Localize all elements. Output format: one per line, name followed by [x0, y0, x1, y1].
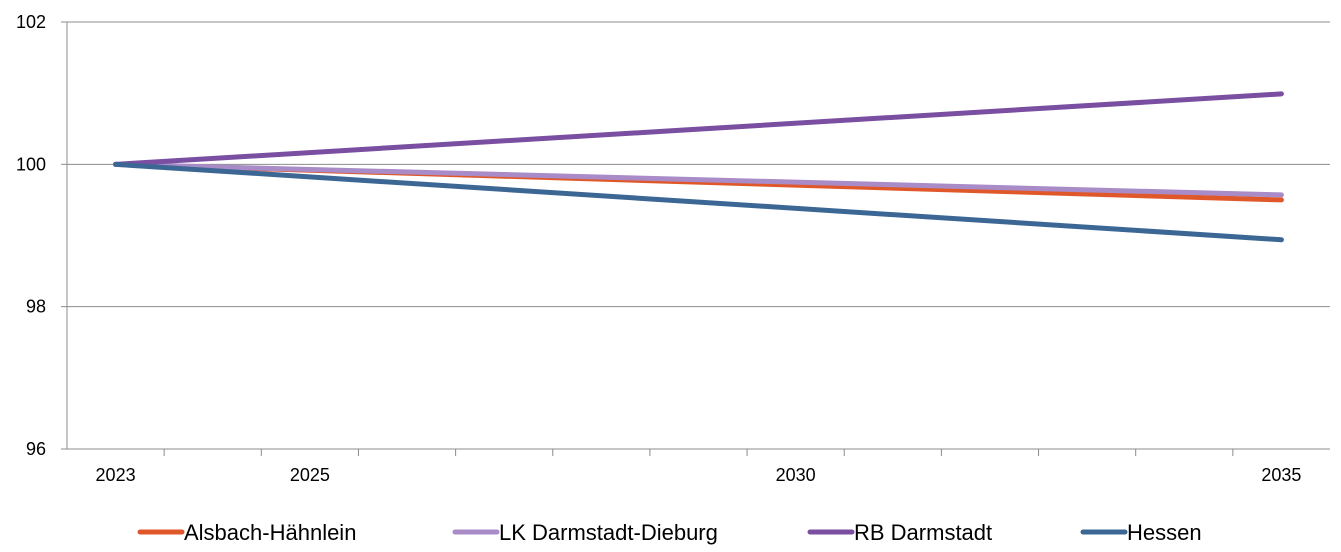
y-tick-label: 102 — [16, 12, 46, 32]
gridlines — [67, 21, 1330, 308]
x-tick-label: 2035 — [1261, 465, 1301, 485]
tick-labels: 96 98 100 102 2023 2025 2030 2035 — [16, 12, 1301, 485]
legend: Alsbach-Hähnlein LK Darmstadt-Dieburg RB D… — [137, 520, 1202, 545]
axes — [61, 21, 1330, 456]
series-line-3 — [113, 161, 1284, 243]
legend-label-3: Hessen — [1127, 520, 1202, 545]
y-tick-label: 96 — [26, 439, 46, 459]
legend-label-2: RB Darmstadt — [854, 520, 992, 545]
legend-label-0: Alsbach-Hähnlein — [184, 520, 356, 545]
series-line-1 — [113, 161, 1284, 198]
x-tick-label: 2030 — [776, 465, 816, 485]
y-tick-label: 98 — [26, 297, 46, 317]
series-line-2 — [113, 91, 1284, 167]
x-tick-label: 2025 — [290, 465, 330, 485]
series-lines — [113, 91, 1284, 243]
legend-label-1: LK Darmstadt-Dieburg — [499, 520, 718, 545]
x-tick-label: 2023 — [96, 465, 136, 485]
y-tick-label: 100 — [16, 154, 46, 174]
